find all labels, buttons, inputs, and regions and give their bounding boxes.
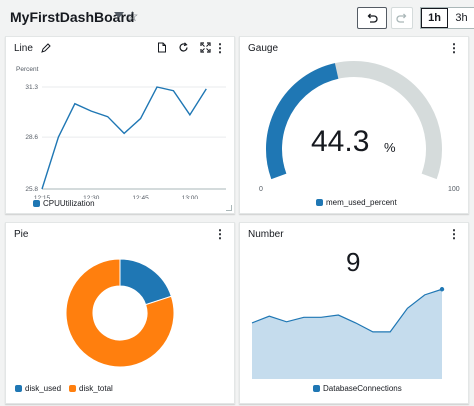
time-range-3h[interactable]: 3h bbox=[455, 12, 468, 24]
series-line-cpuutilization bbox=[41, 86, 207, 190]
document-icon[interactable] bbox=[157, 42, 167, 53]
gauge-chart bbox=[266, 61, 442, 180]
gauge-widget: Gauge ⋮ 44.3 % 0 100 mem_used_percent bbox=[239, 36, 469, 214]
number-value: 9 bbox=[346, 247, 361, 277]
number-legend-swatch bbox=[313, 385, 320, 392]
edit-pencil-icon[interactable] bbox=[41, 43, 51, 53]
gauge-widget-menu-icon[interactable]: ⋮ bbox=[448, 41, 460, 55]
time-range-selector: 1h 3h bbox=[420, 7, 474, 29]
redo-button[interactable] bbox=[391, 7, 413, 29]
pie-legend-label-disk-used: disk_used bbox=[25, 384, 62, 393]
gauge-unit: % bbox=[384, 140, 396, 155]
pie-slice-disk-used bbox=[119, 258, 172, 306]
line-widget-menu-icon[interactable]: ⋮ bbox=[214, 41, 226, 55]
x-tick-label: 12:45 bbox=[132, 195, 149, 199]
gauge-widget-title: Gauge bbox=[248, 43, 279, 54]
expand-icon[interactable] bbox=[200, 42, 211, 53]
gauge-legend: mem_used_percent bbox=[316, 198, 397, 207]
sparkline-last-point bbox=[439, 287, 445, 292]
number-legend-label: DatabaseConnections bbox=[323, 384, 402, 393]
sparkline-area bbox=[252, 289, 442, 379]
sparkline-chart bbox=[251, 287, 445, 379]
line-legend: CPUUtilization bbox=[33, 199, 95, 208]
number-legend: DatabaseConnections bbox=[313, 384, 402, 393]
line-widget-title: Line bbox=[14, 43, 33, 54]
favorite-star-icon[interactable]: ☆ bbox=[126, 8, 139, 24]
pie-widget: Pie ⋮ disk_used disk_total bbox=[5, 222, 235, 404]
number-widget: Number ⋮ 9 DatabaseConnections bbox=[239, 222, 469, 404]
sparkline-line bbox=[251, 288, 443, 333]
undo-button[interactable] bbox=[357, 7, 387, 29]
line-legend-label: CPUUtilization bbox=[43, 199, 95, 208]
x-tick-label: 12:30 bbox=[83, 195, 100, 199]
gauge-legend-label: mem_used_percent bbox=[326, 198, 397, 207]
y-tick-label: 25.8 bbox=[25, 186, 38, 193]
pie-legend-swatch-disk-total bbox=[69, 385, 77, 392]
pie-legend-label-disk-total: disk_total bbox=[79, 384, 113, 393]
gauge-legend-swatch bbox=[316, 199, 323, 206]
pie-widget-title: Pie bbox=[14, 229, 29, 240]
line-chart: Percent 31.3 28.6 25.8 12:15 12:30 12:45 13:00 bbox=[16, 66, 226, 199]
pie-legend: disk_used disk_total bbox=[15, 384, 113, 393]
number-widget-title: Number bbox=[248, 229, 284, 240]
dashboard-title: MyFirstDashBoard bbox=[10, 9, 135, 25]
line-widget: Line ⋮ Percent 31.3 28.6 25.8 12:15 12:30 12:… bbox=[5, 36, 235, 214]
y-axis-label: Percent bbox=[16, 66, 39, 73]
gauge-value: 44.3 bbox=[311, 125, 370, 158]
gauge-fill bbox=[266, 63, 339, 180]
pie-widget-menu-icon[interactable]: ⋮ bbox=[214, 227, 226, 241]
pie-chart bbox=[65, 258, 175, 368]
gauge-max-label: 100 bbox=[448, 186, 460, 193]
gauge-min-label: 0 bbox=[259, 186, 263, 193]
resize-handle-icon[interactable] bbox=[226, 205, 232, 211]
number-widget-menu-icon[interactable]: ⋮ bbox=[448, 227, 460, 241]
y-tick-label: 28.6 bbox=[25, 134, 38, 141]
dashboard-menu-caret-icon[interactable] bbox=[114, 12, 124, 18]
line-legend-swatch bbox=[33, 200, 40, 207]
x-tick-label: 13:00 bbox=[182, 195, 199, 199]
undo-icon bbox=[367, 13, 378, 23]
y-tick-label: 31.3 bbox=[25, 84, 38, 91]
pie-slice-disk-total bbox=[65, 258, 175, 368]
pie-legend-swatch-disk-used bbox=[15, 385, 22, 392]
x-tick-label: 12:15 bbox=[34, 195, 51, 199]
dashboard-header: MyFirstDashBoard ☆ 1h 3h bbox=[0, 0, 474, 34]
redo-icon bbox=[396, 13, 407, 23]
time-range-1h[interactable]: 1h bbox=[421, 8, 448, 28]
refresh-icon[interactable] bbox=[178, 42, 189, 53]
